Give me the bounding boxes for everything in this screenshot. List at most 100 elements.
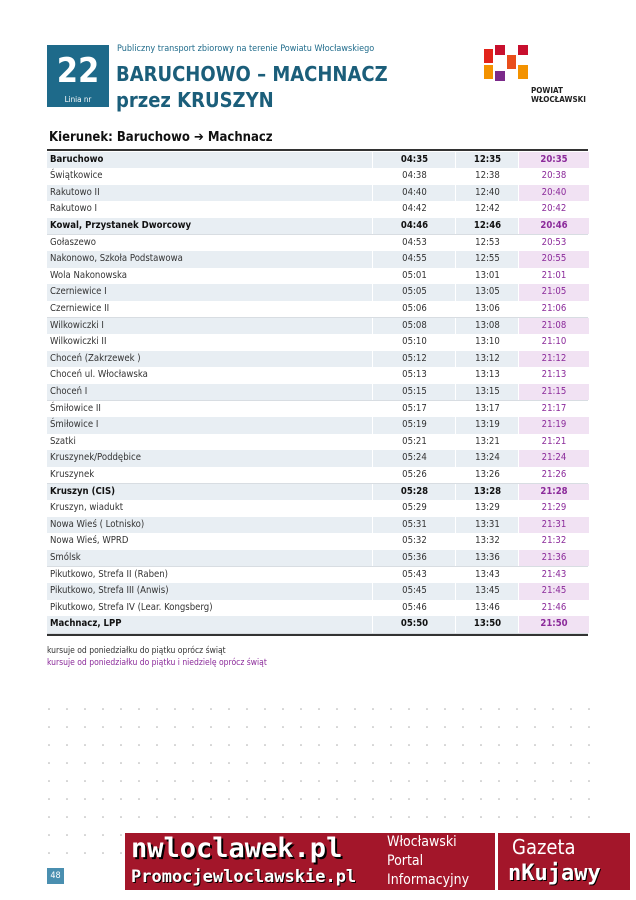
time: 12:42 bbox=[455, 201, 519, 218]
watermark-box: nwloclawek.pl Promocjewloclawskie.pl bbox=[125, 833, 382, 890]
stop-name: Kruszyn, wiadukt bbox=[50, 502, 124, 514]
time: 05:43 bbox=[372, 566, 456, 584]
time: 05:31 bbox=[372, 516, 456, 534]
table-row: Kruszynek/Poddębice 05:24 13:24 21:24 bbox=[47, 450, 589, 468]
time: 21:45 bbox=[518, 583, 589, 600]
table-row: Smólsk 05:36 13:36 21:36 bbox=[47, 549, 589, 568]
time: 05:46 bbox=[372, 599, 456, 617]
time: 13:50 bbox=[455, 616, 519, 633]
time: 21:26 bbox=[518, 466, 589, 484]
stop-name: Szatki bbox=[50, 435, 76, 447]
portal-text: Portal bbox=[387, 853, 424, 869]
time: 20:46 bbox=[518, 217, 589, 235]
table-row: Wilkowiczki I 05:08 13:08 21:08 bbox=[47, 317, 589, 336]
time: 13:26 bbox=[455, 466, 519, 484]
time: 05:26 bbox=[372, 466, 456, 484]
table-row: Czerniewice II 05:06 13:06 21:06 bbox=[47, 300, 589, 319]
note: kursuje od poniedziałku do piątku oprócz… bbox=[47, 646, 226, 656]
stop-name: Czerniewice II bbox=[50, 302, 110, 314]
time: 05:12 bbox=[372, 350, 456, 368]
time: 21:46 bbox=[518, 599, 589, 617]
page-number: 48 bbox=[47, 868, 64, 884]
time: 20:35 bbox=[518, 151, 589, 169]
stop-name: Pikutkowo, Strefa IV (Lear. Kongsberg) bbox=[50, 601, 213, 613]
paper-text: nKujawy bbox=[508, 861, 601, 886]
title: BARUCHOWO – MACHNACZ bbox=[116, 62, 388, 86]
time: 05:10 bbox=[372, 334, 456, 351]
stop-name: Kruszynek/Poddębice bbox=[50, 452, 141, 464]
time: 13:08 bbox=[455, 317, 519, 335]
paper-text: Gazeta bbox=[512, 835, 576, 859]
time: 12:55 bbox=[455, 251, 519, 268]
table-row: Śmiłowice I 05:19 13:19 21:19 bbox=[47, 417, 589, 435]
time: 05:24 bbox=[372, 450, 456, 467]
watermark-portal: Włocławski Portal Informacyjny bbox=[382, 833, 495, 890]
time: 21:15 bbox=[518, 383, 589, 401]
time: 21:06 bbox=[518, 300, 589, 318]
portal-text: Informacyjny bbox=[387, 872, 470, 888]
time: 05:29 bbox=[372, 500, 456, 517]
time: 21:50 bbox=[518, 616, 589, 633]
time: 04:40 bbox=[372, 184, 456, 202]
time: 21:29 bbox=[518, 500, 589, 517]
logo bbox=[484, 45, 528, 81]
time: 05:28 bbox=[372, 483, 456, 501]
time: 13:17 bbox=[455, 400, 519, 418]
time: 13:24 bbox=[455, 450, 519, 467]
line-label: Linia nr bbox=[64, 95, 92, 104]
watermark-paper: Gazeta nKujawy bbox=[496, 833, 630, 890]
time: 04:35 bbox=[372, 151, 456, 169]
rule bbox=[47, 634, 588, 636]
time: 12:46 bbox=[455, 217, 519, 235]
time: 05:36 bbox=[372, 549, 456, 567]
table-row: Rakutowo II 04:40 12:40 20:40 bbox=[47, 184, 589, 203]
time: 21:28 bbox=[518, 483, 589, 501]
stop-name: Rakutowo II bbox=[50, 186, 100, 198]
time: 04:46 bbox=[372, 217, 456, 235]
time: 05:13 bbox=[372, 367, 456, 384]
stop-name: Nowa Wieś, WPRD bbox=[50, 535, 129, 547]
time: 13:19 bbox=[455, 417, 519, 434]
stop-name: Wola Nakonowska bbox=[50, 269, 128, 281]
time: 21:13 bbox=[518, 367, 589, 384]
subtitle: Publiczny transport zbiorowy na terenie … bbox=[117, 44, 375, 54]
note: kursuje od poniedziałku do piątku i nied… bbox=[47, 658, 267, 668]
table-row: Pikutkowo, Strefa III (Anwis) 05:45 13:45 2… bbox=[47, 583, 589, 601]
table-row: Czerniewice I 05:05 13:05 21:05 bbox=[47, 284, 589, 302]
stop-name: Nowa Wieś ( Lotnisko) bbox=[50, 518, 145, 530]
table-row: Nowa Wieś, WPRD 05:32 13:32 21:32 bbox=[47, 533, 588, 551]
table-row: Baruchowo 04:35 12:35 20:35 bbox=[47, 151, 589, 170]
time: 21:17 bbox=[518, 400, 589, 418]
stop-name: Choceń I bbox=[50, 385, 88, 397]
logo-line: POWIAT bbox=[531, 86, 563, 95]
stop-name: Śmiłowice II bbox=[50, 402, 101, 414]
stop-name: Kruszynek bbox=[50, 468, 95, 480]
stop-name: Wilkowiczki I bbox=[50, 319, 104, 331]
time: 20:53 bbox=[518, 234, 589, 252]
time: 05:32 bbox=[372, 533, 456, 550]
table-row: Nakonowo, Szkoła Podstawowa 04:55 12:55 20:… bbox=[47, 251, 589, 269]
time: 21:19 bbox=[518, 417, 589, 434]
time: 20:38 bbox=[518, 168, 589, 185]
time: 04:38 bbox=[372, 168, 456, 185]
table-row: Choceń I 05:15 13:15 21:15 bbox=[47, 383, 589, 402]
stop-name: Czerniewice I bbox=[50, 286, 107, 298]
time: 13:46 bbox=[455, 599, 519, 617]
time: 05:05 bbox=[372, 284, 456, 301]
portal-text: Włocławski bbox=[387, 834, 457, 850]
stop-name: Pikutkowo, Strefa III (Anwis) bbox=[50, 585, 169, 597]
line-badge: 22 Linia nr bbox=[47, 45, 109, 107]
time: 13:43 bbox=[455, 566, 519, 584]
time: 13:36 bbox=[455, 549, 519, 567]
time: 13:15 bbox=[455, 383, 519, 401]
stop-name: Kruszyn (CIS) bbox=[50, 485, 116, 497]
logo-text: POWIAT WŁOCŁAWSKI bbox=[531, 86, 586, 104]
time: 21:32 bbox=[518, 533, 589, 550]
line-number: 22 bbox=[56, 51, 100, 91]
table-row: Szatki 05:21 13:21 21:21 bbox=[47, 433, 588, 452]
table-row: Pikutkowo, Strefa II (Raben) 05:43 13:43 21… bbox=[47, 566, 588, 585]
time: 12:40 bbox=[455, 184, 519, 202]
time: 13:29 bbox=[455, 500, 519, 517]
stop-name: Smólsk bbox=[50, 551, 81, 563]
time: 13:31 bbox=[455, 516, 519, 534]
